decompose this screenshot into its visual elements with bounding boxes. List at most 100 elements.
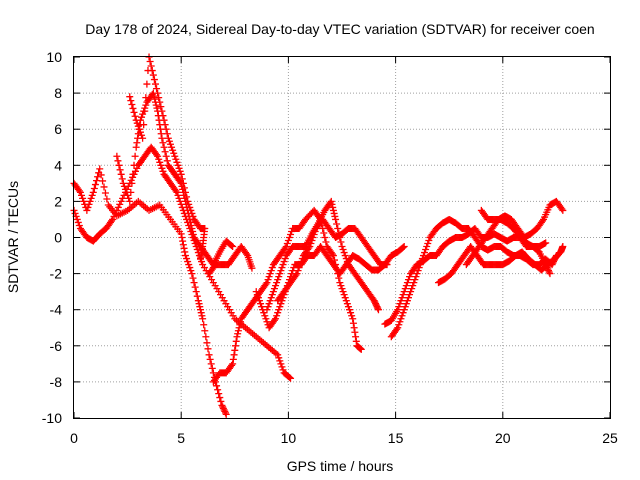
data-point-marker <box>275 306 283 314</box>
data-point-marker <box>406 291 414 299</box>
data-point-marker <box>181 188 189 196</box>
data-point-marker <box>131 152 139 160</box>
data-point-marker <box>272 315 280 323</box>
data-point-marker <box>189 212 197 220</box>
data-point-marker <box>407 288 415 296</box>
y-tick-label: 0 <box>54 230 62 246</box>
data-point-marker <box>136 128 144 136</box>
data-point-marker <box>423 243 431 251</box>
data-point-marker <box>215 390 223 398</box>
data-point-marker <box>154 152 162 160</box>
data-point-marker <box>349 315 357 323</box>
data-point-marker <box>135 125 143 133</box>
data-point-marker <box>103 195 111 203</box>
data-point-marker <box>334 224 342 232</box>
data-point-marker <box>331 212 339 220</box>
data-point-marker <box>409 282 417 290</box>
data-point-marker <box>320 229 328 237</box>
data-point-marker <box>236 321 244 329</box>
series-track-13 <box>462 197 567 269</box>
data-point-marker <box>127 188 135 196</box>
data-point-marker <box>159 139 167 147</box>
y-axis-label: SDTVAR / TECUs <box>5 181 21 293</box>
data-point-marker <box>183 255 191 263</box>
data-point-marker <box>341 252 349 260</box>
data-point-marker <box>274 276 282 284</box>
data-point-marker <box>196 306 204 314</box>
data-point-marker <box>119 194 127 202</box>
data-point-marker <box>337 282 345 290</box>
data-point-marker <box>310 230 318 238</box>
data-point-marker <box>401 303 409 311</box>
data-point-marker <box>116 200 124 208</box>
data-point-marker <box>232 342 240 350</box>
data-point-marker <box>343 300 351 308</box>
data-point-marker <box>80 197 88 205</box>
data-point-marker <box>275 354 283 362</box>
data-point-marker <box>94 173 102 181</box>
data-point-marker <box>166 140 174 148</box>
data-point-marker <box>357 345 365 353</box>
data-point-marker <box>311 227 319 235</box>
data-point-marker <box>342 297 350 305</box>
data-point-marker <box>129 104 137 112</box>
data-point-marker <box>394 306 402 314</box>
data-point-marker <box>254 294 262 302</box>
data-point-marker <box>234 327 242 335</box>
data-point-marker <box>280 258 288 266</box>
data-point-marker <box>194 297 202 305</box>
data-point-marker <box>319 224 327 232</box>
data-point-marker <box>132 116 140 124</box>
data-point-marker <box>281 244 289 252</box>
data-point-marker <box>172 155 180 163</box>
data-point-marker <box>243 250 251 258</box>
data-point-marker <box>281 255 289 263</box>
data-point-marker <box>274 351 282 359</box>
data-point-marker <box>277 267 285 275</box>
data-point-marker <box>372 300 380 308</box>
data-point-marker <box>394 324 402 332</box>
data-point-marker <box>233 333 241 341</box>
data-point-marker <box>327 197 335 205</box>
data-point-marker <box>184 258 192 266</box>
data-point-marker <box>160 116 168 124</box>
data-point-marker <box>111 209 119 217</box>
data-point-marker <box>174 191 182 199</box>
data-point-marker <box>131 112 139 120</box>
data-point-marker <box>209 369 217 377</box>
data-point-marker <box>140 121 148 129</box>
data-point-marker <box>127 97 135 105</box>
data-point-marker <box>179 237 187 245</box>
data-point-marker <box>162 152 170 160</box>
data-point-marker <box>172 187 180 195</box>
data-point-marker <box>338 285 346 293</box>
data-point-marker <box>88 191 96 199</box>
data-point-marker <box>402 300 410 308</box>
data-point-marker <box>425 237 433 245</box>
data-point-marker <box>142 101 150 109</box>
y-tick-label: -10 <box>42 410 62 426</box>
data-point-marker <box>109 215 117 223</box>
data-point-marker <box>133 139 141 147</box>
data-point-marker <box>174 161 182 169</box>
data-point-marker <box>306 243 314 251</box>
data-point-marker <box>270 316 278 324</box>
data-point-marker <box>165 137 173 145</box>
y-tick-label: -2 <box>50 266 63 282</box>
data-point-marker <box>118 175 126 183</box>
data-point-marker <box>278 363 286 371</box>
data-point-marker <box>217 397 225 405</box>
data-point-marker <box>158 164 166 172</box>
data-point-marker <box>263 318 271 326</box>
data-point-marker <box>542 262 550 270</box>
data-point-marker <box>189 230 197 238</box>
data-point-marker <box>278 264 286 272</box>
series-track-8 <box>263 197 382 314</box>
data-point-marker <box>159 112 167 120</box>
data-point-marker <box>175 164 183 172</box>
x-axis-label: GPS time / hours <box>287 458 394 474</box>
data-point-marker <box>422 246 430 254</box>
data-point-marker <box>146 58 154 66</box>
data-point-marker <box>132 143 140 151</box>
data-point-marker <box>75 221 83 229</box>
